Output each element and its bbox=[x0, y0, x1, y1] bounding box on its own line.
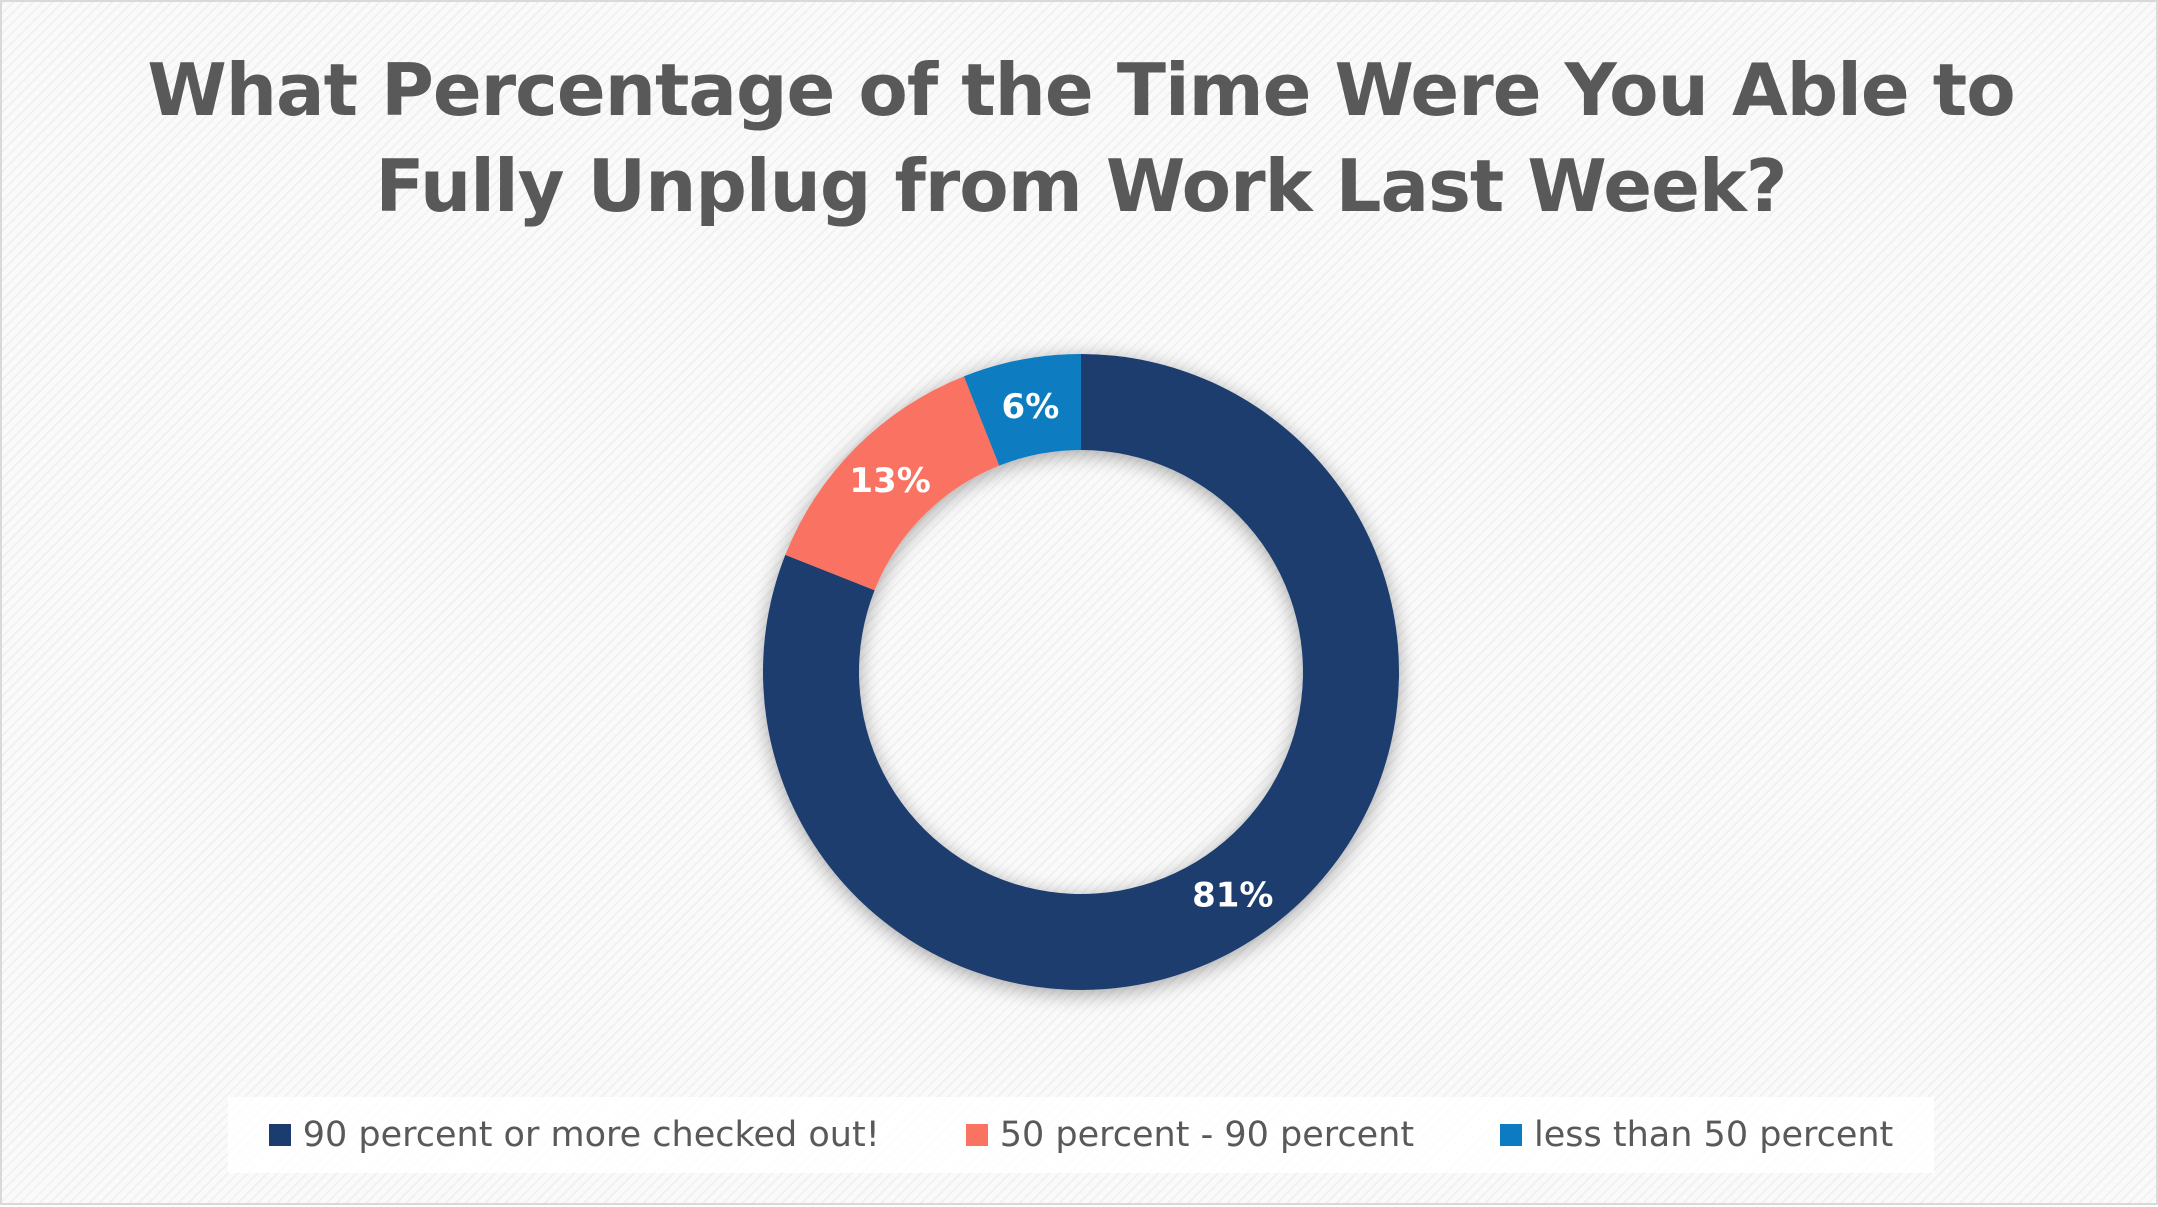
slice-data-label: 13% bbox=[849, 461, 930, 501]
chart-legend: 90 percent or more checked out! 50 perce… bbox=[228, 1097, 1934, 1173]
legend-label: 90 percent or more checked out! bbox=[302, 1115, 880, 1155]
donut-slice bbox=[963, 354, 1081, 466]
slice-data-label: 6% bbox=[1002, 387, 1060, 427]
donut-slice bbox=[785, 376, 1000, 591]
legend-label: less than 50 percent bbox=[1534, 1115, 1894, 1155]
legend-swatch-icon bbox=[1500, 1124, 1523, 1146]
legend-swatch-icon bbox=[268, 1124, 291, 1146]
donut-slice bbox=[762, 354, 1400, 990]
legend-item: less than 50 percent bbox=[1500, 1115, 1893, 1155]
donut-data-labels: 81% 13% 6% bbox=[849, 387, 1273, 916]
legend-item: 50 percent - 90 percent bbox=[965, 1115, 1415, 1155]
slice-data-label: 81% bbox=[1192, 875, 1273, 915]
chart-title: What Percentage of the Time Were You Abl… bbox=[147, 48, 2015, 228]
legend-label: 50 percent - 90 percent bbox=[999, 1115, 1415, 1155]
legend-swatch-icon bbox=[965, 1124, 988, 1146]
legend-item: 90 percent or more checked out! bbox=[268, 1115, 880, 1155]
donut-slices bbox=[762, 354, 1400, 990]
